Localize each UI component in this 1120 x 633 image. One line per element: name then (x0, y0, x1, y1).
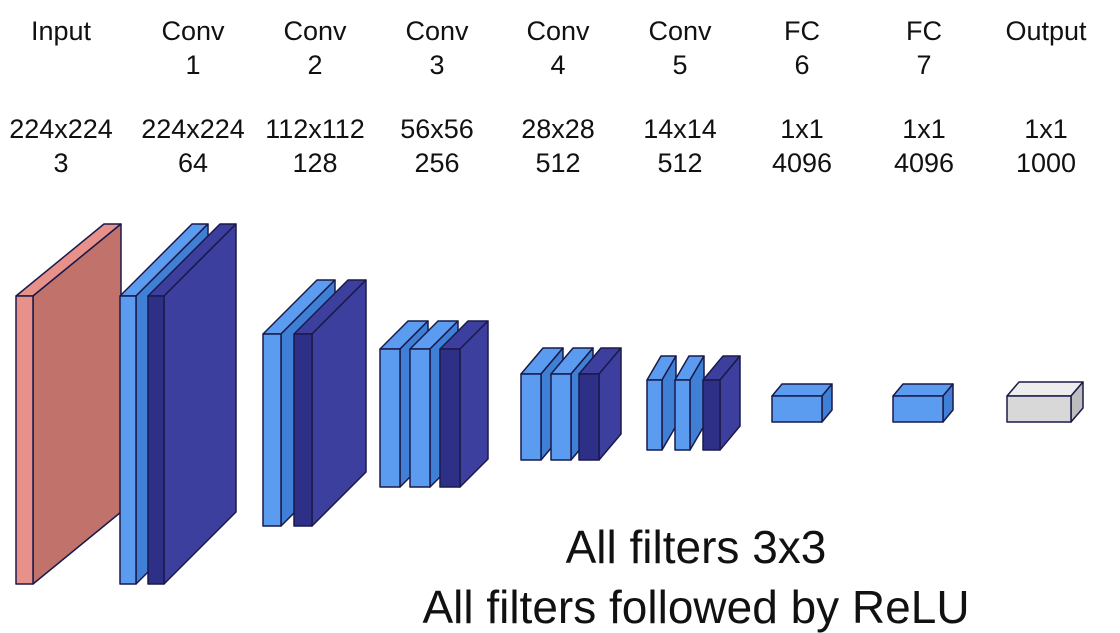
layer-channels: 4096 (893, 148, 955, 178)
layer-name: Conv (405, 16, 469, 46)
layer-channels: 256 (414, 148, 460, 178)
fc7-slab-front (892, 395, 944, 423)
block-fc7 (892, 383, 954, 423)
layer-index: 6 (794, 50, 810, 80)
layer-size: 1x1 (902, 114, 946, 144)
layer-channels: 3 (53, 148, 69, 178)
layer-size: 224x224 (141, 114, 245, 144)
layer-channels: 512 (657, 148, 703, 178)
conv3-slab-3-front (439, 348, 461, 488)
conv4-slab-2-front (550, 373, 572, 461)
conv1-slab-2-front (147, 295, 165, 585)
conv4-slab-1-front (520, 373, 542, 461)
layer-name: Conv (526, 16, 590, 46)
conv4-slab-3-front (578, 373, 600, 461)
conv1-slab-1-front (119, 295, 137, 585)
layer-size: 14x14 (643, 114, 717, 144)
layer-label-conv3: Conv 3 56x56 256 (377, 14, 497, 180)
network-diagram (15, 223, 1084, 585)
block-input (15, 223, 122, 585)
layer-label-conv5: Conv 5 14x14 512 (620, 14, 740, 180)
layer-index: 4 (550, 50, 566, 80)
layer-channels: 512 (535, 148, 581, 178)
layer-label-input: Input 224x224 3 (1, 14, 121, 180)
layer-index: 5 (672, 50, 688, 80)
fc6-slab-front (771, 395, 823, 423)
layer-index: 2 (307, 50, 323, 80)
layer-index: 1 (185, 50, 201, 80)
caption-filters: All filters 3x3 (565, 521, 827, 573)
conv5-slab-2-front (674, 379, 691, 451)
conv3-slab-2-front (409, 348, 431, 488)
layer-size: 28x28 (521, 114, 595, 144)
layer-label-output: Output 1x1 1000 (986, 14, 1106, 180)
conv3-slab-3-side (459, 320, 489, 488)
block-conv1 (119, 223, 237, 585)
layer-label-conv2: Conv 2 112x112 128 (255, 14, 375, 180)
layer-channels: 128 (292, 148, 338, 178)
conv2-slab-1-front (262, 333, 282, 527)
layer-label-fc7: FC 7 1x1 4096 (864, 14, 984, 180)
block-conv4 (520, 347, 622, 461)
layer-name: Input (30, 16, 92, 46)
layer-size: 224x224 (9, 114, 113, 144)
block-conv3 (379, 320, 489, 488)
layer-label-conv4: Conv 4 28x28 512 (498, 14, 618, 180)
block-fc6 (771, 383, 833, 423)
conv2-slab-2-front (293, 333, 313, 527)
block-conv5 (646, 355, 741, 451)
layer-size: 1x1 (1024, 114, 1068, 144)
layer-channels: 64 (177, 148, 209, 178)
layer-index: 7 (916, 50, 932, 80)
layer-label-conv1: Conv 1 224x224 64 (133, 14, 253, 180)
layer-channels: 1000 (1015, 148, 1077, 178)
layer-size: 56x56 (400, 114, 474, 144)
input-slab-front (15, 295, 34, 585)
layer-channels: 4096 (771, 148, 833, 178)
layer-name: Conv (161, 16, 225, 46)
caption-relu: All filters followed by ReLU (422, 581, 970, 633)
layer-name: FC (784, 16, 820, 46)
output-slab-top (1006, 381, 1084, 397)
conv5-slab-1-front (646, 379, 663, 451)
layer-size: 1x1 (780, 114, 824, 144)
layer-name: Output (1005, 16, 1087, 46)
layer-name: Conv (648, 16, 712, 46)
layer-name: Conv (283, 16, 347, 46)
layer-label-fc6: FC 6 1x1 4096 (742, 14, 862, 180)
conv5-slab-3-front (702, 379, 721, 451)
block-output (1006, 381, 1084, 423)
layer-index: 3 (429, 50, 445, 80)
output-slab-front (1006, 395, 1072, 423)
conv3-slab-1-front (379, 348, 401, 488)
layer-size: 112x112 (265, 114, 365, 144)
block-conv2 (262, 279, 367, 527)
layer-name: FC (906, 16, 942, 46)
